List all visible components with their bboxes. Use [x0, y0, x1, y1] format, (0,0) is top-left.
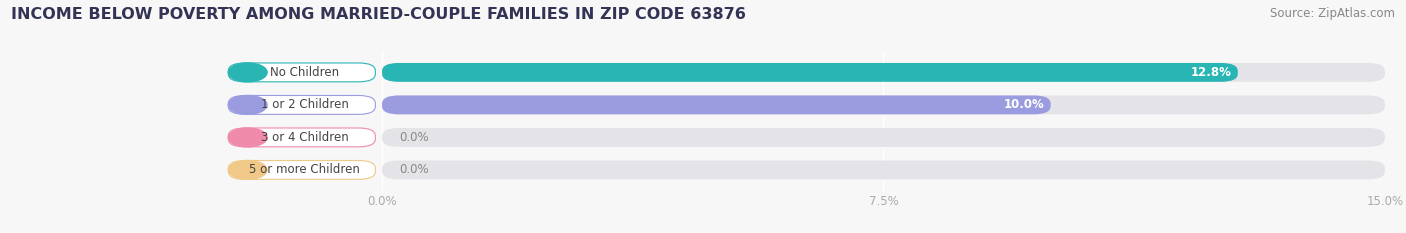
FancyBboxPatch shape: [382, 96, 1050, 114]
Text: INCOME BELOW POVERTY AMONG MARRIED-COUPLE FAMILIES IN ZIP CODE 63876: INCOME BELOW POVERTY AMONG MARRIED-COUPL…: [11, 7, 747, 22]
Circle shape: [228, 96, 267, 114]
FancyBboxPatch shape: [382, 128, 1385, 147]
Text: 3 or 4 Children: 3 or 4 Children: [262, 131, 349, 144]
FancyBboxPatch shape: [228, 161, 375, 179]
Circle shape: [228, 128, 267, 147]
Text: No Children: No Children: [270, 66, 339, 79]
Text: 0.0%: 0.0%: [399, 131, 429, 144]
Text: 5 or more Children: 5 or more Children: [249, 163, 360, 176]
Text: Source: ZipAtlas.com: Source: ZipAtlas.com: [1270, 7, 1395, 20]
Text: 1 or 2 Children: 1 or 2 Children: [262, 98, 349, 111]
FancyBboxPatch shape: [382, 161, 1385, 179]
FancyBboxPatch shape: [382, 96, 1385, 114]
FancyBboxPatch shape: [228, 96, 375, 114]
FancyBboxPatch shape: [228, 128, 375, 147]
Text: 12.8%: 12.8%: [1191, 66, 1232, 79]
Text: 0.0%: 0.0%: [399, 163, 429, 176]
Circle shape: [228, 161, 267, 179]
FancyBboxPatch shape: [382, 63, 1237, 82]
FancyBboxPatch shape: [228, 63, 375, 82]
FancyBboxPatch shape: [382, 63, 1385, 82]
Circle shape: [228, 63, 267, 82]
Text: 10.0%: 10.0%: [1004, 98, 1043, 111]
